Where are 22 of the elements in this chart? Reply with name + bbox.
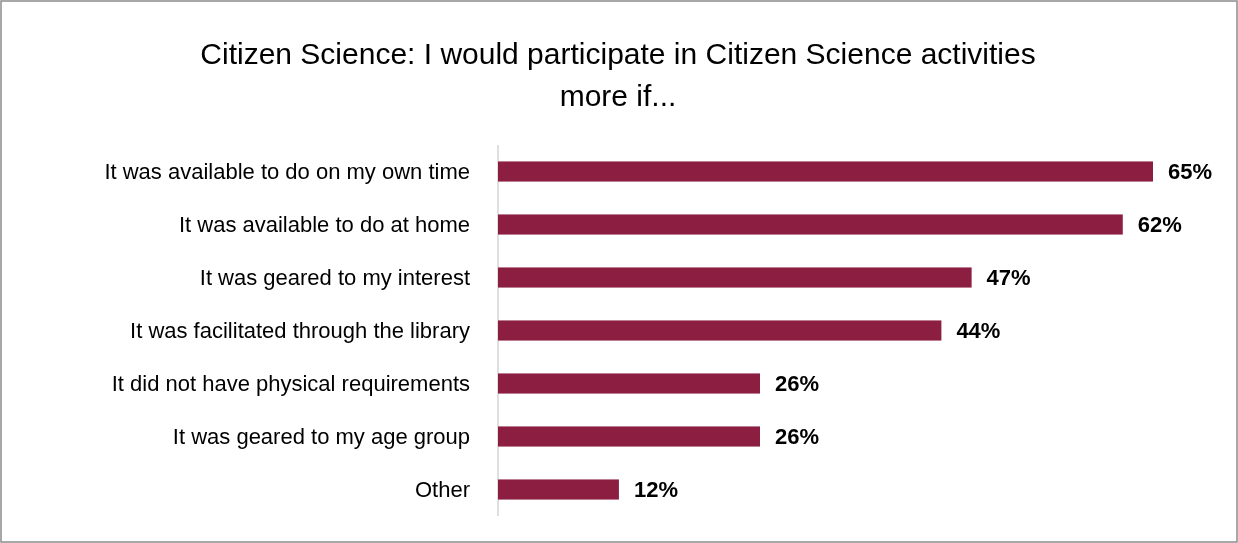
data-label: 26% — [775, 371, 820, 396]
y-tick-label: It did not have physical requirements — [111, 371, 470, 396]
bar — [498, 267, 972, 288]
chart-title: Citizen Science: I would participate in Citizen Science activities more if... — [200, 36, 1036, 112]
y-tick-label: It was geared to my interest — [199, 265, 470, 290]
bar — [498, 320, 942, 341]
data-label: 62% — [1137, 212, 1182, 237]
y-tick-label: It was available to do at home — [178, 212, 470, 237]
y-tick-label: It was facilitated through the library — [130, 318, 470, 343]
y-tick-label: It was geared to my age group — [172, 424, 470, 449]
data-label: 65% — [1168, 159, 1213, 184]
data-label: 26% — [775, 424, 820, 449]
data-label: 47% — [986, 265, 1031, 290]
data-label: 12% — [633, 477, 678, 502]
y-tick-label: It was available to do on my own time — [104, 159, 470, 184]
data-label: 44% — [956, 318, 1001, 343]
bar — [498, 479, 619, 500]
bar — [498, 373, 760, 394]
y-tick-label: Other — [414, 477, 470, 502]
bar — [498, 214, 1123, 235]
bar — [498, 161, 1153, 182]
bar — [498, 426, 760, 447]
